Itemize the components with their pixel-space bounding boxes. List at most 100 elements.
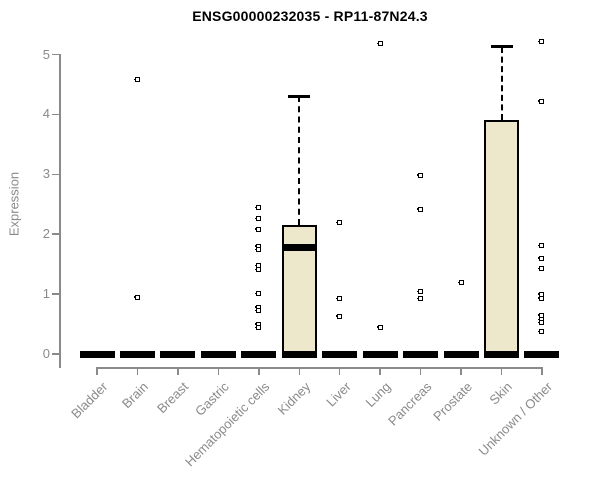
x-axis-tick bbox=[541, 368, 543, 375]
outlier-point bbox=[376, 41, 383, 47]
y-axis-tick bbox=[52, 113, 60, 116]
x-category-label: Liver bbox=[322, 379, 354, 410]
outlier-nub bbox=[255, 245, 258, 247]
outlier-nub bbox=[538, 314, 541, 316]
x-category-label: Prostate bbox=[429, 379, 475, 424]
outlier-nub bbox=[376, 42, 379, 45]
x-category-label: Skin bbox=[486, 379, 516, 408]
outlier-nub bbox=[133, 296, 136, 298]
x-axis-tick bbox=[177, 368, 179, 375]
outlier-nub bbox=[255, 228, 258, 230]
outlier-point bbox=[133, 294, 140, 300]
outlier-nub bbox=[538, 257, 541, 259]
x-axis-tick bbox=[500, 368, 503, 375]
zero-value-bar bbox=[403, 350, 439, 358]
outlier-nub bbox=[538, 244, 541, 247]
outlier-nub bbox=[417, 174, 420, 176]
whisker-cap bbox=[288, 95, 311, 98]
zero-value-bar bbox=[281, 350, 317, 358]
zero-value-bar bbox=[160, 350, 196, 358]
y-tick-label: 2 bbox=[42, 226, 50, 242]
outlier-point bbox=[417, 172, 424, 178]
outlier-point bbox=[255, 267, 262, 273]
outlier-point bbox=[376, 324, 383, 330]
outlier-nub bbox=[417, 297, 420, 300]
outlier-point bbox=[255, 205, 262, 211]
y-axis-line bbox=[59, 54, 61, 368]
outlier-point bbox=[255, 226, 262, 232]
box-skin bbox=[484, 119, 519, 354]
outlier-nub bbox=[538, 297, 541, 299]
x-axis-tick bbox=[217, 368, 220, 375]
median-line bbox=[281, 243, 317, 251]
x-category-label: Unknown / Other bbox=[475, 379, 556, 459]
outlier-nub bbox=[336, 315, 339, 317]
zero-value-bar bbox=[443, 350, 479, 358]
outlier-nub bbox=[538, 293, 541, 295]
outlier-nub bbox=[255, 264, 258, 267]
outlier-nub bbox=[538, 40, 541, 43]
outlier-point bbox=[538, 98, 545, 104]
zero-value-bar bbox=[200, 350, 236, 358]
outlier-nub bbox=[538, 267, 541, 270]
outlier-point bbox=[417, 289, 424, 295]
outlier-point bbox=[538, 312, 545, 318]
x-category-label: Breast bbox=[154, 379, 192, 417]
x-axis-tick bbox=[96, 368, 98, 375]
zero-value-bar bbox=[322, 350, 358, 358]
outlier-nub bbox=[538, 321, 541, 324]
y-axis-tick bbox=[52, 293, 60, 295]
outlier-point bbox=[336, 296, 343, 302]
x-axis-tick bbox=[298, 368, 300, 375]
x-axis-tick bbox=[419, 368, 422, 375]
x-axis-tick bbox=[258, 368, 260, 375]
outlier-nub bbox=[255, 292, 258, 294]
whisker-line bbox=[500, 46, 503, 120]
y-tick-label: 3 bbox=[42, 166, 50, 182]
outlier-nub bbox=[255, 206, 258, 209]
outlier-point bbox=[255, 291, 262, 296]
outlier-point bbox=[538, 266, 545, 272]
zero-value-bar bbox=[79, 350, 115, 358]
zero-value-bar bbox=[362, 350, 398, 358]
y-axis-tick bbox=[52, 53, 60, 56]
outlier-nub bbox=[133, 78, 136, 81]
outlier-point bbox=[538, 320, 545, 326]
x-category-label: Pancreas bbox=[384, 379, 435, 429]
outlier-nub bbox=[255, 217, 258, 220]
y-tick-label: 1 bbox=[42, 286, 50, 302]
outlier-point bbox=[255, 325, 262, 331]
x-category-label: Brain bbox=[118, 379, 152, 412]
zero-value-bar bbox=[119, 350, 155, 358]
zero-value-bar bbox=[484, 350, 519, 358]
outlier-nub bbox=[255, 323, 258, 325]
outlier-point bbox=[255, 216, 262, 222]
outlier-point bbox=[336, 220, 343, 226]
outlier-nub bbox=[336, 221, 339, 224]
outlier-point bbox=[133, 77, 140, 83]
x-axis-tick bbox=[338, 368, 341, 375]
whisker-cap bbox=[490, 45, 513, 48]
y-axis-tick bbox=[52, 173, 60, 176]
x-category-label: Lung bbox=[362, 379, 394, 411]
outlier-point bbox=[336, 313, 343, 319]
x-axis-tick bbox=[379, 368, 381, 375]
outlier-nub bbox=[376, 326, 379, 328]
outlier-point bbox=[255, 247, 262, 253]
zero-value-bar bbox=[524, 350, 560, 358]
y-axis-tick bbox=[52, 353, 60, 355]
x-category-label: Kidney bbox=[274, 379, 313, 418]
outlier-point bbox=[538, 295, 545, 301]
x-axis-tick bbox=[136, 368, 139, 375]
chart-title: ENSG00000232035 - RP11-87N24.3 bbox=[192, 8, 428, 24]
outlier-nub bbox=[255, 306, 258, 308]
y-tick-label: 0 bbox=[42, 346, 50, 361]
outlier-nub bbox=[457, 281, 460, 284]
outlier-point bbox=[538, 39, 545, 45]
outlier-nub bbox=[255, 268, 258, 271]
x-axis-tick bbox=[460, 368, 462, 375]
whisker-line bbox=[298, 96, 301, 226]
outlier-point bbox=[417, 206, 424, 212]
outlier-point bbox=[255, 308, 262, 314]
